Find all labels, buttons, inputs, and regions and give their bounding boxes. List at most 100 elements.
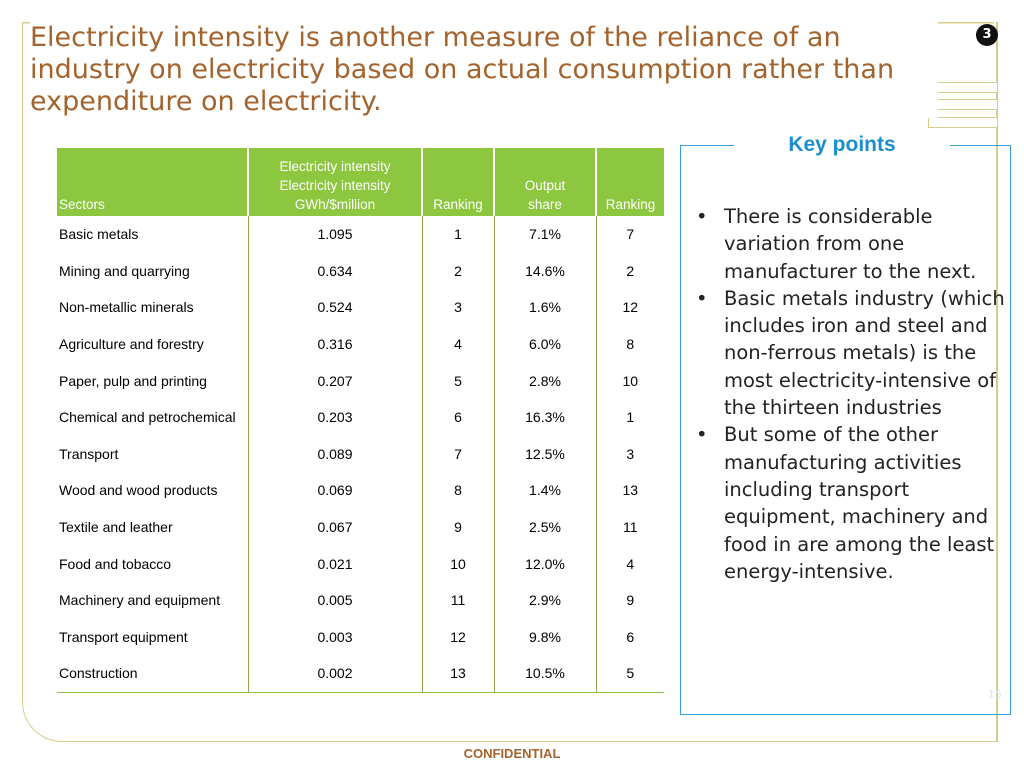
header-output-share: Output share (494, 148, 597, 216)
table-row: Agriculture and forestry 0.316 4 6.0% 8 (57, 325, 664, 363)
table-row: Wood and wood products 0.069 8 1.4% 13 (57, 472, 664, 509)
electricity-intensity-table: Sectors Electricity intensity Electricit… (57, 148, 664, 693)
cell-intensity: 0.634 (248, 252, 423, 290)
cell-sector: Transport equipment (57, 618, 249, 656)
cell-output-share: 16.3% (494, 398, 597, 436)
cell-ranking-output: 8 (626, 336, 635, 353)
table-row: Chemical and petrochemical 0.203 6 16.3% 1 (57, 398, 664, 436)
cell-ranking: 1 (422, 216, 495, 253)
cell-sector: Transport (57, 435, 249, 473)
cell-sector: Machinery and equipment (57, 581, 249, 619)
slide-frame-right-edge (996, 22, 998, 742)
table-row: Textile and leather 0.067 9 2.5% 11 (57, 508, 664, 546)
cell-sector: Agriculture and forestry (57, 325, 249, 363)
bullet-icon: • (696, 205, 708, 228)
cell-ranking: 13 (422, 655, 495, 693)
table-row: Transport 0.089 7 12.5% 3 (57, 435, 664, 473)
cell-sector: Paper, pulp and printing (57, 362, 249, 399)
key-point-item: • Basic metals industry (which includes i… (696, 286, 1005, 420)
cell-intensity: 0.005 (248, 581, 423, 619)
cell-ranking: 4 (422, 325, 495, 363)
cell-output-share: 6.0% (494, 325, 597, 363)
cell-sector: Mining and quarrying (57, 252, 249, 290)
table-row: Paper, pulp and printing 0.207 5 2.8% 10 (57, 362, 664, 399)
cell-output-share: 14.6% (494, 252, 597, 290)
table-row: Construction 0.002 13 10.5% 5 (57, 655, 664, 693)
cell-ranking: 10 (422, 545, 495, 582)
cell-output-share: 1.4% (494, 472, 597, 509)
cell-ranking-output: 1 (626, 409, 635, 426)
cell-ranking-output: 2 (626, 262, 635, 279)
page-number: 15 (988, 688, 1002, 701)
confidential-footer: CONFIDENTIAL (463, 746, 561, 761)
cell-intensity: 0.203 (248, 398, 423, 436)
cell-ranking-output: 5 (596, 655, 664, 693)
header-electricity-intensity: Electricity intensity Electricity intens… (248, 148, 423, 216)
cell-intensity: 0.089 (248, 435, 423, 473)
cell-intensity: 0.207 (248, 362, 423, 399)
cell-ranking: 8 (422, 472, 495, 509)
key-points-list: • There is considerable variation from on… (690, 203, 1005, 585)
decorative-bar (928, 82, 998, 93)
header-ranking-output: Ranking (596, 148, 664, 216)
cell-intensity: 0.021 (248, 545, 423, 582)
bullet-icon: • (696, 423, 708, 447)
decorative-bar (928, 99, 998, 110)
cell-sector: Chemical and petrochemical (57, 398, 249, 436)
cell-sector: Wood and wood products (57, 472, 249, 509)
table-row: Basic metals 1.095 1 7.1% 7 (57, 216, 664, 253)
cell-ranking-output: 7 (626, 226, 635, 243)
table-row: Transport equipment 0.003 12 9.8% 6 (57, 618, 664, 656)
cell-ranking-output: 3 (626, 445, 635, 462)
cell-ranking-output: 6 (626, 628, 635, 645)
cell-sector: Basic metals (57, 216, 249, 253)
key-point-item: • But some of the other manufacturing act… (696, 423, 995, 583)
cell-ranking-output: 12 (622, 299, 639, 316)
cell-ranking-output: 9 (626, 592, 635, 609)
cell-output-share: 2.8% (494, 362, 597, 399)
table-row: Machinery and equipment 0.005 11 2.9% 9 (57, 581, 664, 619)
cell-output-share: 12.0% (494, 545, 597, 582)
cell-ranking-output: 13 (622, 482, 639, 499)
header-ranking: Ranking (422, 148, 495, 216)
bullet-icon: • (696, 286, 708, 310)
section-badge: 3 (976, 24, 998, 46)
decorative-bar (928, 117, 998, 128)
cell-ranking-output: 10 (622, 372, 639, 389)
table-row: Mining and quarrying 0.634 2 14.6% 2 (57, 252, 664, 290)
cell-ranking: 11 (422, 581, 495, 619)
cell-ranking-output: 11 (622, 519, 638, 536)
cell-ranking: 7 (422, 435, 495, 473)
cell-ranking: 3 (422, 289, 495, 326)
cell-intensity: 0.316 (248, 325, 423, 363)
cell-intensity: 0.524 (248, 289, 423, 326)
cell-sector: Non-metallic minerals (57, 289, 249, 326)
header-sectors: Sectors (57, 148, 249, 216)
cell-output-share: 2.9% (494, 581, 597, 619)
slide-frame (22, 22, 998, 742)
table-row: Food and tobacco 0.021 10 12.0% 4 (57, 545, 664, 582)
cell-ranking: 2 (422, 252, 495, 290)
cell-sector: Construction (57, 655, 249, 693)
cell-output-share: 12.5% (494, 435, 597, 473)
cell-intensity: 0.002 (248, 655, 423, 693)
cell-output-share: 7.1% (494, 216, 597, 253)
cell-ranking: 12 (422, 618, 495, 656)
cell-ranking-output: 4 (626, 555, 635, 572)
cell-intensity: 0.067 (248, 508, 423, 546)
table-row: Non-metallic minerals 0.524 3 1.6% 12 (57, 289, 664, 326)
cell-ranking: 6 (422, 398, 495, 436)
cell-intensity: 0.069 (248, 472, 423, 509)
cell-ranking: 9 (422, 508, 495, 546)
cell-intensity: 0.003 (248, 618, 423, 656)
cell-sector: Textile and leather (57, 508, 249, 546)
cell-output-share: 2.5% (494, 508, 597, 546)
cell-output-share: 10.5% (494, 655, 597, 693)
table-header-row: Sectors Electricity intensity Electricit… (57, 148, 664, 216)
key-point-item: • There is considerable variation from on… (696, 205, 977, 283)
cell-intensity: 1.095 (248, 216, 423, 253)
cell-ranking: 5 (422, 362, 495, 399)
cell-sector: Food and tobacco (57, 545, 249, 582)
cell-output-share: 1.6% (494, 289, 597, 326)
slide-title: Electricity intensity is another measure… (30, 22, 938, 118)
